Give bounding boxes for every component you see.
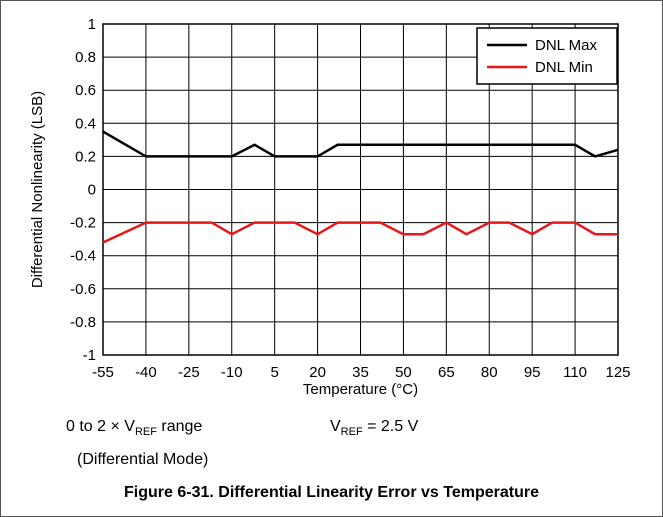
x-axis-label: Temperature (°C) bbox=[303, 381, 418, 398]
x-tick-label: -25 bbox=[178, 364, 200, 381]
x-tick-label: 65 bbox=[438, 364, 455, 381]
x-tick-label: 5 bbox=[270, 364, 278, 381]
y-tick-label: -0.8 bbox=[70, 314, 96, 331]
x-tick-label: 20 bbox=[309, 364, 326, 381]
y-axis-label: Differential Nonlinearity (LSB) bbox=[29, 91, 46, 288]
y-tick-label: -0.4 bbox=[70, 248, 96, 265]
y-tick-label: 0.8 bbox=[75, 49, 96, 66]
y-tick-label: -0.2 bbox=[70, 215, 96, 232]
plot-border bbox=[102, 23, 619, 356]
x-tick-label: 125 bbox=[605, 364, 630, 381]
legend-label: DNL Max bbox=[535, 37, 597, 54]
mode-note: (Differential Mode) bbox=[77, 451, 209, 468]
range-note: 0 to 2 × VREF range bbox=[66, 418, 203, 438]
y-tick-label: 0.4 bbox=[75, 115, 96, 132]
vref-note: VREF = 2.5 V bbox=[330, 418, 419, 438]
x-tick-label: 95 bbox=[524, 364, 541, 381]
legend-box bbox=[476, 27, 618, 85]
x-tick-label: -10 bbox=[221, 364, 243, 381]
dnl-chart: -55 -40 -25 -10 5 20 35 50 65 80 95 110 12510.80.60.… bbox=[29, 16, 631, 398]
y-tick-label: 0 bbox=[88, 182, 96, 199]
series-line-dnl-min bbox=[102, 221, 618, 244]
x-tick-label: -40 bbox=[135, 364, 157, 381]
y-tick-label: 1 bbox=[88, 16, 96, 33]
y-tick-label: -0.6 bbox=[70, 281, 96, 298]
y-tick-label: -1 bbox=[83, 347, 96, 364]
y-tick-label: 0.2 bbox=[75, 148, 96, 165]
x-tick-label: 35 bbox=[352, 364, 369, 381]
series-line-dnl-max bbox=[102, 130, 619, 158]
y-tick-label: 0.6 bbox=[75, 82, 96, 99]
legend-label: DNL Min bbox=[535, 59, 593, 76]
x-tick-label: 50 bbox=[395, 364, 412, 381]
figure-caption: Figure 6-31. Differential Linearity Erro… bbox=[124, 484, 539, 501]
x-tick-label: 110 bbox=[563, 364, 587, 381]
x-tick-label: 80 bbox=[481, 364, 498, 381]
x-tick-label: -55 bbox=[92, 364, 114, 381]
